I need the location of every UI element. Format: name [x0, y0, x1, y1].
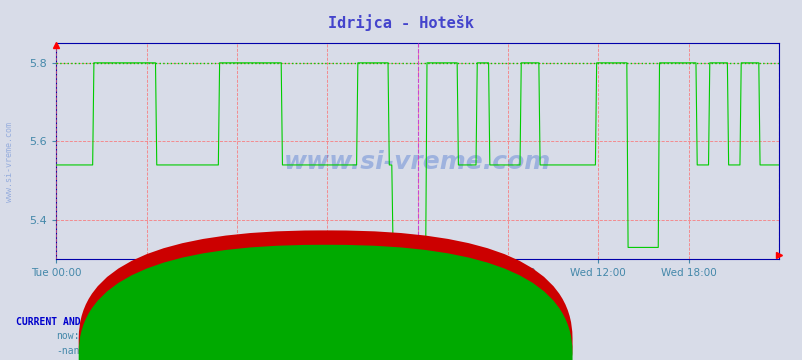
- Text: average:: average:: [184, 331, 232, 341]
- Text: CURRENT AND HISTORICAL DATA: CURRENT AND HISTORICAL DATA: [16, 317, 175, 327]
- Text: Values: average  Units: imperial  Line: 95% average: Values: average Units: imperial Line: 95…: [251, 292, 551, 302]
- Text: Slovenia / river and sea data.: Slovenia / river and sea data.: [313, 265, 489, 275]
- Text: Idrijca - Hotešk: Idrijca - Hotešk: [328, 14, 474, 31]
- Text: last two days / 5 minutes.: last two days / 5 minutes.: [325, 278, 477, 288]
- Text: www.si-vreme.com: www.si-vreme.com: [284, 150, 550, 174]
- Text: now:: now:: [56, 331, 79, 341]
- Text: -nan: -nan: [184, 346, 208, 356]
- Text: www.si-vreme.com: www.si-vreme.com: [5, 122, 14, 202]
- Text: -nan: -nan: [56, 346, 79, 356]
- Text: -nan: -nan: [120, 346, 144, 356]
- Text: -nan: -nan: [249, 346, 272, 356]
- Text: temperature[F]: temperature[F]: [335, 346, 417, 356]
- Text: minimum:: minimum:: [120, 331, 168, 341]
- Text: maximum:: maximum:: [249, 331, 296, 341]
- Text: Idrijca - Hotešk: Idrijca - Hotešk: [321, 331, 415, 342]
- Text: vertical line - 24 hrs  divider: vertical line - 24 hrs divider: [310, 306, 492, 316]
